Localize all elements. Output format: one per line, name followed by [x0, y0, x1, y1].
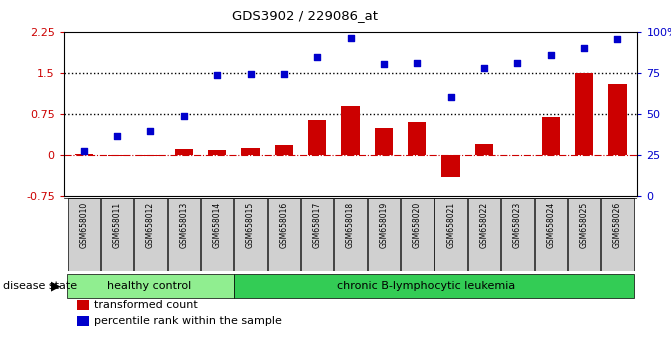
Point: [212, 72, 223, 78]
FancyBboxPatch shape: [134, 198, 166, 271]
Point: [412, 60, 423, 66]
FancyBboxPatch shape: [501, 198, 533, 271]
FancyBboxPatch shape: [468, 198, 500, 271]
Point: [546, 53, 556, 58]
Point: [145, 128, 156, 133]
Text: GSM658019: GSM658019: [380, 202, 389, 248]
Text: GSM658018: GSM658018: [346, 202, 355, 248]
Text: ▶: ▶: [51, 279, 60, 292]
Text: GSM658015: GSM658015: [246, 202, 255, 248]
Text: percentile rank within the sample: percentile rank within the sample: [94, 316, 282, 326]
Bar: [142, 155, 160, 156]
Text: GSM658024: GSM658024: [546, 202, 555, 248]
Bar: [541, 117, 560, 155]
Bar: [308, 120, 326, 155]
FancyBboxPatch shape: [434, 198, 467, 271]
Bar: [442, 155, 460, 177]
FancyBboxPatch shape: [68, 198, 100, 271]
Point: [278, 71, 289, 76]
Bar: [74, 154, 93, 155]
Bar: [174, 149, 193, 155]
Text: GSM658010: GSM658010: [79, 202, 89, 248]
Text: healthy control: healthy control: [107, 281, 191, 291]
Text: disease state: disease state: [3, 281, 77, 291]
Point: [79, 149, 89, 154]
Text: GSM658011: GSM658011: [113, 202, 121, 248]
FancyBboxPatch shape: [401, 198, 433, 271]
Point: [612, 36, 623, 42]
Point: [378, 61, 389, 67]
FancyBboxPatch shape: [168, 198, 200, 271]
Bar: [342, 106, 360, 155]
FancyBboxPatch shape: [234, 274, 634, 298]
Text: GSM658022: GSM658022: [480, 202, 488, 248]
Bar: [108, 155, 126, 156]
Text: GSM658025: GSM658025: [580, 202, 588, 248]
FancyBboxPatch shape: [101, 198, 134, 271]
Point: [178, 113, 189, 119]
Bar: [242, 148, 260, 155]
Text: GSM658014: GSM658014: [213, 202, 221, 248]
Text: GSM658013: GSM658013: [179, 202, 189, 248]
Text: chronic B-lymphocytic leukemia: chronic B-lymphocytic leukemia: [337, 281, 515, 291]
FancyBboxPatch shape: [201, 198, 234, 271]
Bar: [408, 122, 427, 155]
Text: transformed count: transformed count: [94, 300, 198, 310]
FancyBboxPatch shape: [601, 198, 633, 271]
FancyBboxPatch shape: [334, 198, 367, 271]
Bar: [609, 84, 627, 155]
FancyBboxPatch shape: [368, 198, 400, 271]
FancyBboxPatch shape: [301, 198, 333, 271]
FancyBboxPatch shape: [268, 198, 300, 271]
Point: [312, 54, 323, 59]
Point: [112, 133, 123, 139]
Text: GSM658026: GSM658026: [613, 202, 622, 248]
Point: [578, 45, 589, 51]
Bar: [475, 144, 493, 155]
Text: GDS3902 / 229086_at: GDS3902 / 229086_at: [231, 9, 378, 22]
Text: GSM658021: GSM658021: [446, 202, 455, 248]
Text: GSM658012: GSM658012: [146, 202, 155, 248]
Point: [345, 36, 356, 41]
Text: GSM658017: GSM658017: [313, 202, 321, 248]
Text: GSM658023: GSM658023: [513, 202, 522, 248]
Point: [245, 71, 256, 76]
FancyBboxPatch shape: [67, 274, 234, 298]
Text: GSM658020: GSM658020: [413, 202, 422, 248]
Point: [478, 65, 489, 70]
FancyBboxPatch shape: [568, 198, 601, 271]
Bar: [274, 145, 293, 155]
Bar: [575, 73, 593, 155]
Bar: [208, 150, 226, 155]
Text: GSM658016: GSM658016: [279, 202, 289, 248]
FancyBboxPatch shape: [234, 198, 267, 271]
Point: [512, 60, 523, 66]
FancyBboxPatch shape: [535, 198, 567, 271]
Bar: [375, 128, 393, 155]
Point: [446, 94, 456, 100]
